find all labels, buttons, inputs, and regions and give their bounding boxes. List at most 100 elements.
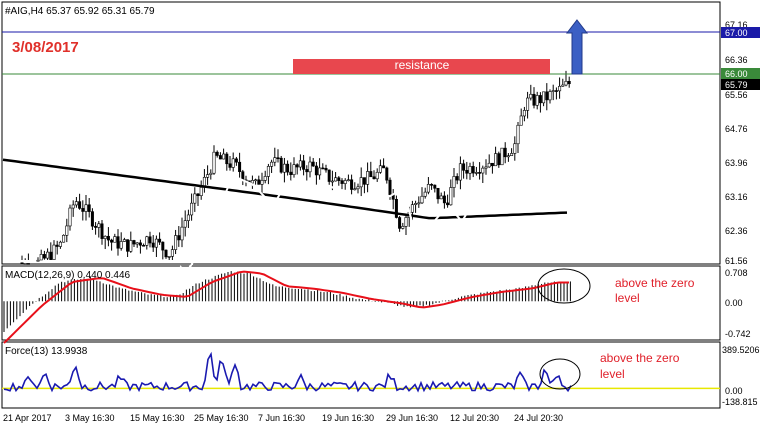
candle-body [225, 153, 229, 165]
candle-body [567, 80, 571, 85]
macd-highlight-circle [537, 268, 591, 304]
candle-body [394, 198, 398, 218]
time-tick: 24 Jul 20:30 [514, 413, 563, 423]
candle-body [266, 166, 270, 177]
candle-body [190, 202, 194, 216]
candlesticks [20, 70, 571, 265]
candle-body [449, 187, 453, 206]
force-note-line-1: above the zero [600, 351, 680, 365]
candle-body [353, 188, 357, 191]
price-tick: 66.36 [725, 55, 748, 65]
candle-body [526, 97, 530, 111]
force-highlight-circle [539, 358, 581, 390]
candle-body [257, 179, 261, 185]
candle-body [516, 124, 520, 145]
target-price-badge [721, 27, 760, 38]
current-price-badge [721, 79, 760, 90]
macd-note-line-1: above the zero [615, 276, 695, 290]
candle-body [471, 166, 475, 174]
candle-body [270, 161, 274, 167]
candle-body [36, 259, 40, 262]
candle-body [468, 166, 472, 174]
force-tick: 0.00 [725, 386, 743, 396]
candle-body [206, 174, 210, 178]
macd-panel [1, 265, 721, 341]
candle-body [314, 165, 318, 176]
candle-body [177, 235, 181, 241]
candle-body [564, 80, 568, 86]
moving-averages [2, 112, 571, 273]
force-index [2, 351, 720, 393]
candle-body [500, 147, 504, 166]
candle-body [439, 195, 443, 200]
candle-body [286, 163, 290, 173]
candle-body [228, 163, 232, 168]
macd-tick: 0.00 [725, 298, 743, 308]
candle-body [436, 187, 440, 200]
macd-histogram [3, 270, 571, 344]
candle-body [311, 161, 315, 167]
candle-body [295, 164, 299, 168]
candle-body [90, 211, 94, 227]
candle-body [369, 171, 373, 178]
time-tick: 19 Jun 16:30 [322, 413, 374, 423]
candle-body [519, 115, 523, 126]
resistance-label: resistance [395, 58, 450, 72]
force-line [3, 351, 572, 393]
candle-body [222, 153, 226, 160]
candle-body [129, 240, 133, 252]
candle-body [138, 242, 142, 246]
candle-body [385, 167, 389, 181]
price-tick: 64.76 [725, 124, 748, 134]
candle-body [52, 244, 56, 260]
candle-body [106, 235, 110, 241]
current-price-label: 65.79 [725, 80, 748, 90]
candle-body [116, 236, 120, 249]
candle-body [154, 238, 158, 248]
candle-body [26, 263, 30, 265]
resistance-price-badge [721, 68, 760, 79]
candle-body [522, 110, 526, 117]
candle-body [167, 256, 171, 258]
candle-body [359, 177, 363, 188]
candle-body [49, 251, 53, 260]
candle-body [151, 242, 155, 248]
candle-body [455, 176, 459, 181]
candle-body [97, 223, 101, 228]
candle-body [378, 165, 382, 173]
candle-body [282, 163, 286, 173]
candle-body [538, 95, 542, 104]
candle-body [58, 241, 62, 247]
candle-body [350, 179, 354, 190]
candle-body [426, 184, 430, 193]
candle-body [279, 157, 283, 173]
candle-body [71, 204, 75, 209]
candle-body [343, 180, 347, 184]
candle-body [324, 168, 328, 171]
candle-body [135, 242, 139, 245]
force-tick: 389.5206 [722, 345, 760, 355]
time-tick: 7 Jun 16:30 [258, 413, 305, 423]
candle-body [234, 158, 238, 163]
candle-body [478, 172, 482, 174]
candle-body [145, 236, 149, 246]
candle-body [148, 236, 152, 244]
candle-body [199, 187, 203, 197]
candle-body [218, 155, 222, 160]
candle-body [238, 161, 242, 172]
candle-body [292, 164, 296, 175]
candle-body [346, 179, 350, 182]
long-ma-line [2, 158, 568, 220]
macd-tick: -0.742 [725, 329, 751, 339]
price-tick: 65.56 [725, 90, 748, 100]
time-tick: 12 Jul 20:30 [450, 413, 499, 423]
candle-body [298, 160, 302, 168]
price-tick: 61.56 [725, 256, 748, 266]
candle-body [340, 180, 344, 184]
candle-body [362, 177, 366, 185]
candle-body [398, 217, 402, 229]
candle-body [410, 204, 414, 213]
candle-body [186, 214, 190, 221]
candle-body [174, 235, 178, 250]
